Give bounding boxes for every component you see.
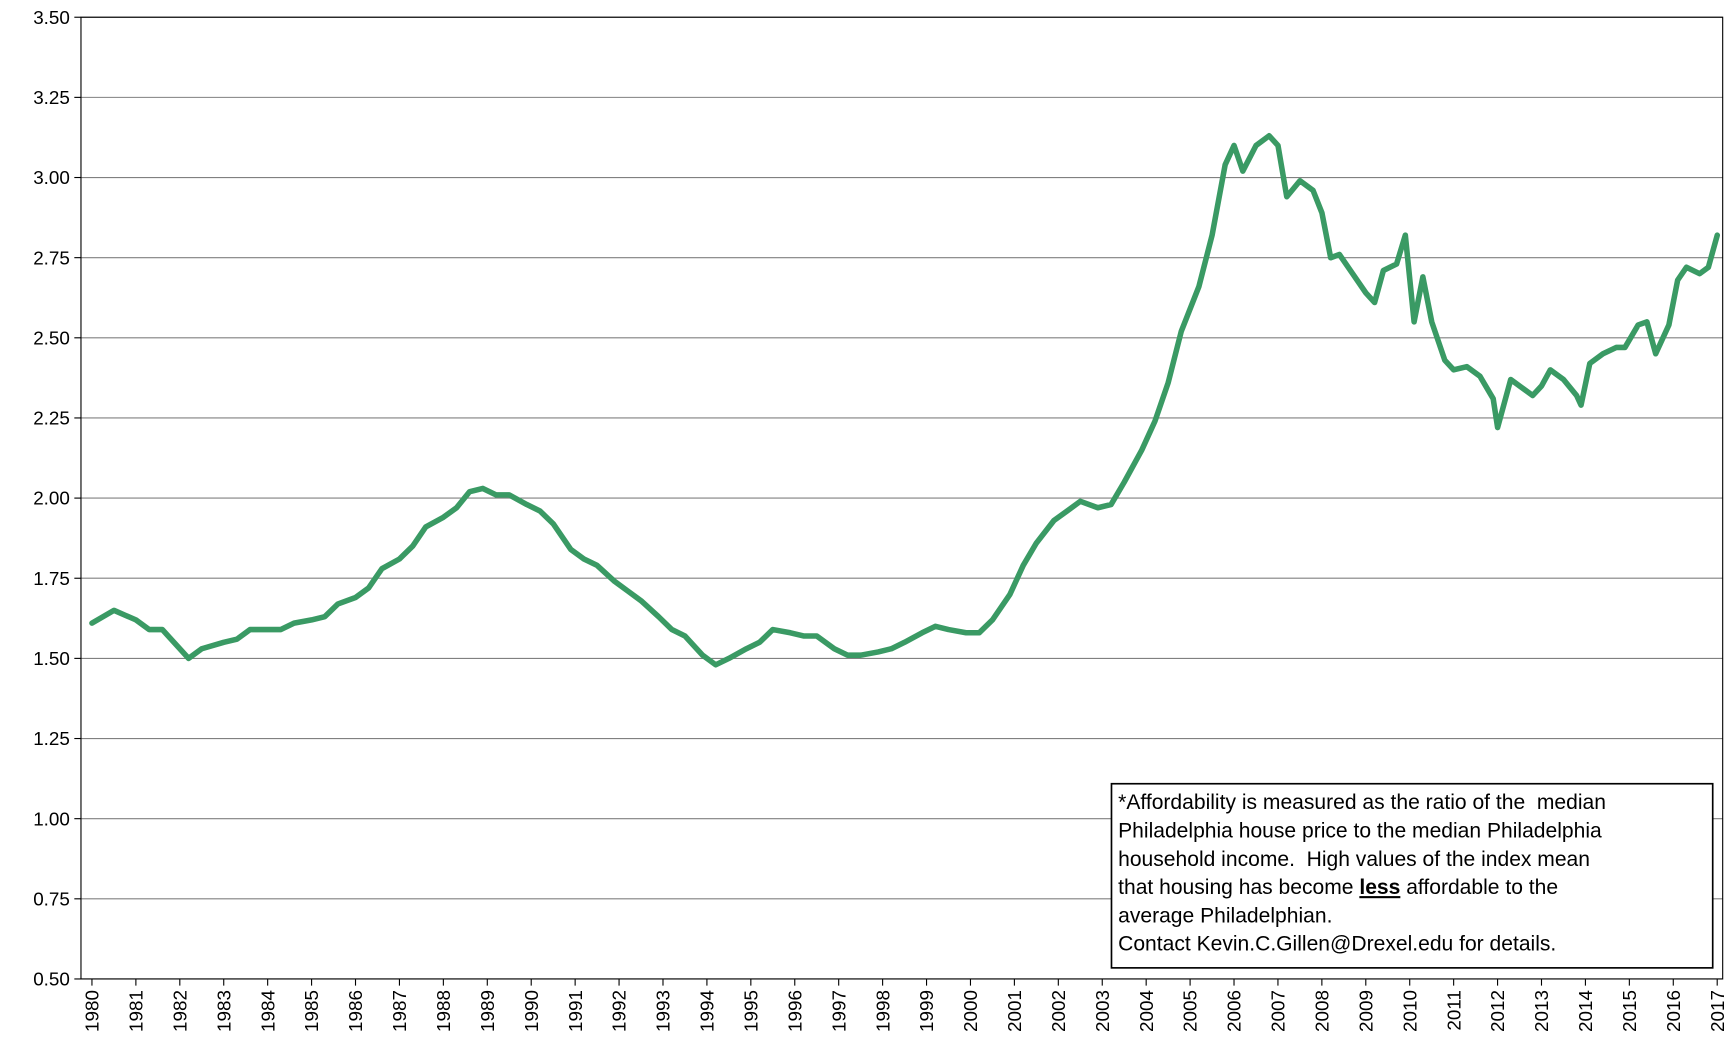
x-tick-label: 1999 xyxy=(916,990,937,1032)
x-tick-label: 1995 xyxy=(740,990,761,1032)
x-tick-label: 2010 xyxy=(1399,990,1420,1032)
x-tick-label: 1981 xyxy=(126,990,147,1032)
data-line xyxy=(89,133,1721,668)
x-tick-label: 1987 xyxy=(389,990,410,1032)
x-tick-label: 2003 xyxy=(1092,990,1113,1032)
x-tick-label: 2000 xyxy=(960,990,981,1032)
x-tick-label: 2014 xyxy=(1575,990,1596,1032)
x-tick-label: 1980 xyxy=(82,990,103,1032)
y-tick-label: 1.75 xyxy=(33,568,70,589)
x-tick-label: 2009 xyxy=(1355,990,1376,1032)
x-tick-label: 1992 xyxy=(609,990,630,1032)
annotation-text: affordable to the xyxy=(1400,876,1558,899)
x-tick-label: 2017 xyxy=(1707,990,1728,1032)
annotation-line: household income. High values of the ind… xyxy=(1118,848,1590,871)
x-tick-label: 1984 xyxy=(257,990,278,1032)
x-tick-label: 1990 xyxy=(521,990,542,1032)
annotation-line: Contact Kevin.C.Gillen@Drexel.edu for de… xyxy=(1118,933,1556,956)
annotation-box xyxy=(1110,782,1714,969)
x-tick-label: 2016 xyxy=(1663,990,1684,1032)
y-tick-label: 2.50 xyxy=(33,327,70,348)
annotation-line: average Philadelphian. xyxy=(1118,904,1332,927)
x-tick-label: 1994 xyxy=(697,990,718,1032)
x-tick-label: 2011 xyxy=(1443,990,1464,1031)
y-tick-label: 2.25 xyxy=(33,408,70,429)
x-tick-label: 2004 xyxy=(1136,990,1157,1032)
x-tick-label: 2002 xyxy=(1048,990,1069,1032)
annotation: *Affordability is measured as the ratio … xyxy=(1110,782,1714,969)
x-tick-label: 1997 xyxy=(828,990,849,1032)
x-tick-label: 1998 xyxy=(872,990,893,1032)
annotation-text: that housing has become xyxy=(1118,876,1359,899)
y-tick-label: 1.00 xyxy=(33,808,70,829)
x-tick-label: 1989 xyxy=(477,990,498,1032)
x-tick-label: 1983 xyxy=(213,990,234,1032)
x-tick-label: 2015 xyxy=(1619,990,1640,1032)
annotation-line: that housing has become less affordable … xyxy=(1118,876,1558,899)
x-tick-label: 2006 xyxy=(1224,990,1245,1032)
x-tick-label: 1988 xyxy=(433,990,454,1032)
x-tick-label: 1991 xyxy=(565,990,586,1032)
x-tick-label: 1996 xyxy=(784,990,805,1032)
plot-frame xyxy=(80,16,1724,980)
y-tick-label: 1.25 xyxy=(33,728,70,749)
x-tick-label: 2005 xyxy=(1180,990,1201,1032)
y-tick-label: 0.50 xyxy=(33,969,70,990)
y-tick-label: 3.00 xyxy=(33,167,70,188)
y-tick-label: 0.75 xyxy=(33,888,70,909)
annotation-line: Philadelphia house price to the median P… xyxy=(1118,820,1602,843)
x-tick-label: 2012 xyxy=(1487,990,1508,1032)
x-tick-label: 1993 xyxy=(653,990,674,1032)
x-tick-label: 1982 xyxy=(169,990,190,1032)
y-tick-label: 2.00 xyxy=(33,488,70,509)
x-tick-label: 2001 xyxy=(1004,990,1025,1032)
x-tick-label: 1986 xyxy=(345,990,366,1032)
annotation-line: *Affordability is measured as the ratio … xyxy=(1118,791,1606,814)
annotation-emphasis: less xyxy=(1359,876,1400,899)
x-tick-label: 1985 xyxy=(301,990,322,1032)
x-tick-label: 2008 xyxy=(1312,990,1333,1032)
x-tick-label: 2007 xyxy=(1268,990,1289,1032)
y-tick-label: 1.50 xyxy=(33,648,70,669)
y-tick-label: 3.25 xyxy=(33,87,70,108)
x-tick-label: 2013 xyxy=(1531,990,1552,1032)
y-tick-label: 2.75 xyxy=(33,247,70,268)
y-tick-label: 3.50 xyxy=(33,7,70,28)
